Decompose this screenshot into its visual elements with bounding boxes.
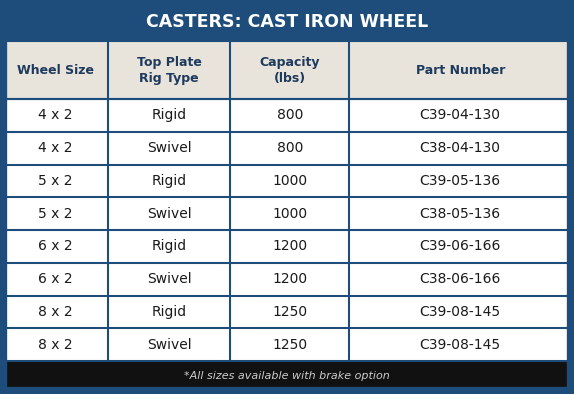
Text: Part Number: Part Number xyxy=(416,63,505,76)
Bar xyxy=(3,41,571,99)
Text: C39-08-145: C39-08-145 xyxy=(420,338,501,351)
Text: Rigid: Rigid xyxy=(152,174,187,188)
Text: CASTERS: CAST IRON WHEEL: CASTERS: CAST IRON WHEEL xyxy=(146,13,428,31)
Text: 6 x 2: 6 x 2 xyxy=(38,240,73,253)
Text: 800: 800 xyxy=(277,108,303,123)
Text: 800: 800 xyxy=(277,141,303,155)
Text: C39-08-145: C39-08-145 xyxy=(420,305,501,319)
Text: *All sizes available with brake option: *All sizes available with brake option xyxy=(184,371,390,381)
Text: Swivel: Swivel xyxy=(147,206,192,221)
Bar xyxy=(3,328,571,361)
Text: 1250: 1250 xyxy=(272,338,308,351)
Text: 1200: 1200 xyxy=(272,272,308,286)
Text: 1200: 1200 xyxy=(272,240,308,253)
Text: Capacity
(lbs): Capacity (lbs) xyxy=(259,56,320,84)
Text: C39-06-166: C39-06-166 xyxy=(420,240,501,253)
Text: 1000: 1000 xyxy=(272,174,308,188)
Bar xyxy=(3,263,571,296)
Bar xyxy=(3,361,571,391)
Bar xyxy=(3,165,571,197)
Text: Top Plate
Rig Type: Top Plate Rig Type xyxy=(137,56,201,84)
Text: Wheel Size: Wheel Size xyxy=(17,63,94,76)
Bar xyxy=(3,296,571,328)
Text: 4 x 2: 4 x 2 xyxy=(38,108,73,123)
Text: C38-05-136: C38-05-136 xyxy=(420,206,501,221)
Text: Rigid: Rigid xyxy=(152,240,187,253)
Bar xyxy=(3,3,571,41)
Text: 6 x 2: 6 x 2 xyxy=(38,272,73,286)
Text: Swivel: Swivel xyxy=(147,272,192,286)
Text: Rigid: Rigid xyxy=(152,108,187,123)
Bar xyxy=(3,230,571,263)
Text: 8 x 2: 8 x 2 xyxy=(38,338,73,351)
Text: Rigid: Rigid xyxy=(152,305,187,319)
Text: 1250: 1250 xyxy=(272,305,308,319)
Text: 1000: 1000 xyxy=(272,206,308,221)
Text: C39-04-130: C39-04-130 xyxy=(420,108,501,123)
Bar xyxy=(3,132,571,165)
Text: Swivel: Swivel xyxy=(147,141,192,155)
Text: 5 x 2: 5 x 2 xyxy=(38,206,73,221)
Text: C38-04-130: C38-04-130 xyxy=(420,141,501,155)
Text: 8 x 2: 8 x 2 xyxy=(38,305,73,319)
Text: 5 x 2: 5 x 2 xyxy=(38,174,73,188)
Text: Swivel: Swivel xyxy=(147,338,192,351)
Bar xyxy=(3,99,571,132)
Text: 4 x 2: 4 x 2 xyxy=(38,141,73,155)
Bar xyxy=(3,197,571,230)
Text: C39-05-136: C39-05-136 xyxy=(420,174,501,188)
Text: C38-06-166: C38-06-166 xyxy=(420,272,501,286)
